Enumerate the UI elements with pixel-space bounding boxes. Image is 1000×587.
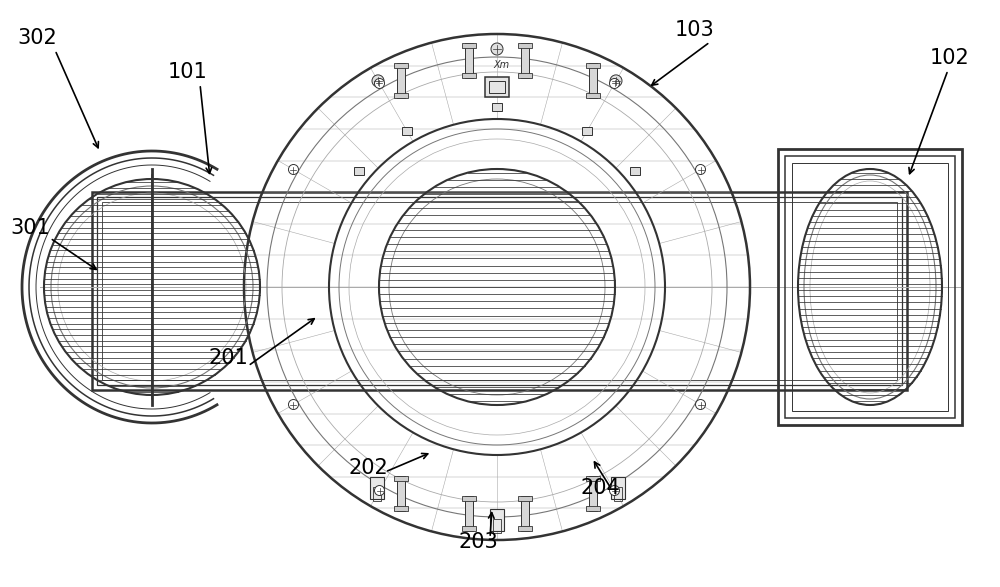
Circle shape (610, 485, 620, 495)
Circle shape (696, 400, 706, 410)
Circle shape (491, 43, 503, 55)
Bar (462, 73, 476, 78)
Text: 202: 202 (348, 458, 388, 478)
Text: 103: 103 (675, 20, 715, 40)
Bar (582, 127, 592, 135)
Bar (397, 476, 405, 511)
Bar (792, 163, 948, 411)
Bar (518, 43, 532, 48)
Bar (462, 496, 476, 501)
Bar (586, 476, 600, 481)
Bar (462, 43, 476, 48)
Bar (489, 81, 505, 93)
Bar (589, 476, 597, 511)
Bar (485, 77, 509, 97)
Circle shape (288, 400, 298, 410)
Circle shape (610, 79, 620, 89)
Bar (521, 43, 529, 78)
Bar (778, 149, 962, 425)
Bar (586, 63, 600, 68)
Bar (102, 202, 897, 380)
Circle shape (610, 75, 622, 87)
Bar (785, 156, 955, 418)
Bar (373, 487, 381, 501)
Bar (589, 63, 597, 98)
Bar (370, 477, 384, 499)
Text: 101: 101 (168, 62, 208, 82)
Text: 301: 301 (10, 218, 50, 238)
Bar (394, 506, 408, 511)
Text: 302: 302 (17, 28, 57, 48)
Bar (518, 496, 532, 501)
Bar (465, 496, 473, 531)
Bar (586, 506, 600, 511)
Bar (630, 167, 640, 176)
Circle shape (374, 79, 384, 89)
Circle shape (288, 164, 298, 174)
Bar (462, 526, 476, 531)
Text: 203: 203 (458, 532, 498, 552)
Bar (490, 509, 504, 531)
Bar (493, 519, 501, 533)
Bar (586, 93, 600, 98)
Text: Xm: Xm (493, 60, 509, 70)
Bar (614, 487, 622, 501)
Bar (92, 192, 907, 390)
Bar (518, 526, 532, 531)
Bar (394, 63, 408, 68)
Bar (518, 73, 532, 78)
Bar (402, 127, 412, 135)
Circle shape (375, 485, 385, 495)
Text: 201: 201 (208, 348, 248, 368)
Bar (610, 477, 624, 499)
Bar (394, 93, 408, 98)
Bar (492, 103, 502, 111)
Bar (97, 197, 902, 385)
Bar (521, 496, 529, 531)
Text: 102: 102 (930, 48, 970, 68)
Bar (397, 63, 405, 98)
Text: 204: 204 (580, 478, 620, 498)
Circle shape (372, 75, 384, 87)
Bar (394, 476, 408, 481)
Bar (465, 43, 473, 78)
Circle shape (696, 164, 706, 174)
Bar (354, 167, 364, 176)
